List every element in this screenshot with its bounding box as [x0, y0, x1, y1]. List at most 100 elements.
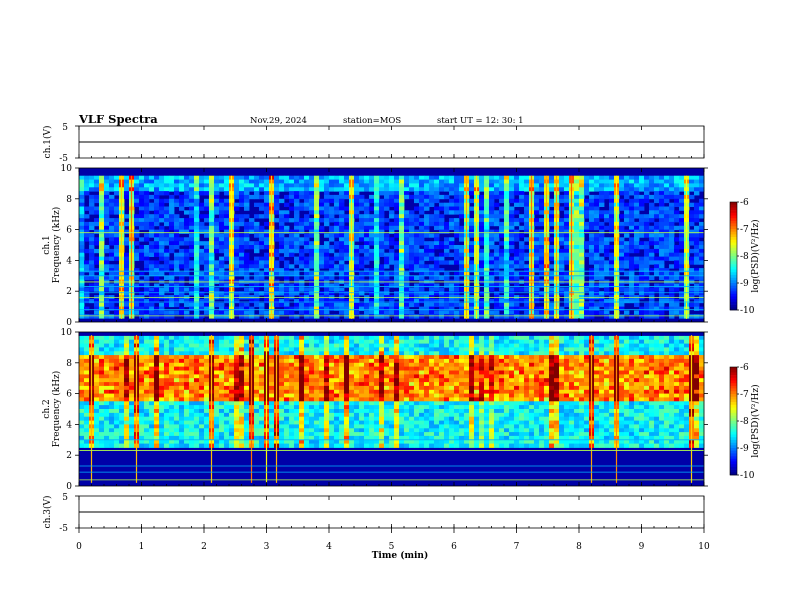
- spec-cell: [694, 218, 700, 223]
- spec-cell: [114, 256, 120, 261]
- spec-cell: [664, 252, 670, 257]
- spec-cell: [159, 362, 165, 368]
- spec-cell: [229, 355, 235, 360]
- spec-cell: [189, 264, 195, 269]
- spec-cell: [174, 202, 180, 207]
- spec-cell: [669, 237, 675, 242]
- spec-cell: [159, 268, 165, 273]
- spec-cell: [559, 268, 565, 273]
- spec-cell: [499, 221, 505, 227]
- spec-cell: [159, 229, 165, 234]
- spec-cell: [194, 275, 200, 281]
- spec-cell: [109, 183, 115, 188]
- spec-cell: [459, 210, 465, 215]
- spec-cell: [359, 218, 365, 223]
- spec-cell: [284, 245, 290, 250]
- spec-cell: [334, 225, 340, 231]
- spec-cell: [289, 194, 295, 200]
- spec-cell: [104, 424, 110, 429]
- spec-cell: [604, 183, 610, 188]
- spec-cell: [549, 183, 555, 188]
- spec-cell: [179, 260, 185, 265]
- spec-cell: [139, 432, 145, 437]
- spec-cell: [114, 183, 120, 188]
- spec-cell: [214, 362, 220, 368]
- spec-cell: [334, 302, 340, 308]
- spec-cell: [444, 314, 450, 319]
- spec-cell: [379, 237, 385, 242]
- spec-cell: [119, 378, 125, 383]
- spec-cell: [574, 179, 580, 184]
- spec-cell: [359, 206, 365, 211]
- spec-cell: [174, 389, 180, 395]
- spec-cell: [124, 237, 130, 242]
- spec-cell: [504, 183, 510, 188]
- spec-cell: [189, 260, 195, 265]
- spec-cell: [224, 385, 230, 391]
- spec-cell: [444, 248, 450, 254]
- spec-cell: [644, 268, 650, 273]
- spec-cell: [644, 194, 650, 200]
- spec-cell: [169, 175, 175, 180]
- spec-cell: [114, 382, 120, 387]
- spec-cell: [194, 175, 200, 180]
- spec-cell: [124, 393, 130, 398]
- spec-cell: [159, 370, 165, 375]
- spec-cell: [619, 260, 625, 265]
- spec-cell: [309, 210, 315, 215]
- spec-cell: [209, 214, 215, 219]
- spec-cell: [149, 233, 155, 238]
- spec-cell: [139, 401, 145, 406]
- spec-cell: [159, 225, 165, 231]
- spec-cell: [354, 206, 360, 211]
- spec-cell: [94, 306, 100, 311]
- spec-cell: [639, 183, 645, 188]
- spec-cell: [379, 271, 385, 277]
- spec-cell: [104, 314, 110, 319]
- spec-cell: [144, 314, 150, 319]
- spec-cell: [634, 183, 640, 188]
- spec-cell: [539, 268, 545, 273]
- spec-cell: [429, 179, 435, 184]
- spec-cell: [224, 439, 230, 445]
- spec-cell: [144, 214, 150, 219]
- spec-cell: [129, 370, 135, 375]
- spec-cell: [309, 245, 315, 250]
- spec-cell: [84, 260, 90, 265]
- spec-cell: [344, 214, 350, 219]
- spec-cell: [369, 175, 375, 180]
- spec-cell: [284, 229, 290, 234]
- spec-cell: [394, 302, 400, 308]
- spec-cell: [639, 206, 645, 211]
- spec-cell: [399, 275, 405, 281]
- spec-cell: [144, 378, 150, 383]
- spec-cell: [104, 378, 110, 383]
- spec-cell: [374, 225, 380, 231]
- spec-cell: [114, 366, 120, 371]
- spec-cell: [559, 183, 565, 188]
- spec-cell: [659, 206, 665, 211]
- spec-cell: [359, 233, 365, 238]
- spec-cell: [124, 424, 130, 429]
- spec-cell: [674, 218, 680, 223]
- spec-cell: [339, 179, 345, 184]
- spec-cell: [109, 237, 115, 242]
- spec-cell: [394, 194, 400, 200]
- spec-cell: [194, 409, 200, 414]
- spec-cell: [109, 393, 115, 398]
- spec-cell: [154, 306, 160, 311]
- spec-cell: [354, 275, 360, 281]
- spec-cell: [239, 443, 245, 448]
- spec-cell: [509, 248, 515, 254]
- spec-cell: [524, 179, 530, 184]
- spec-cell: [169, 275, 175, 281]
- spec-cell: [184, 343, 190, 348]
- spec-cell: [244, 314, 250, 319]
- spec-cell: [404, 283, 410, 288]
- station-text: station=MOS: [343, 116, 401, 126]
- spec-cell: [239, 302, 245, 308]
- spec-cell: [209, 314, 215, 319]
- spec-cell: [99, 283, 105, 288]
- spec-cell: [84, 237, 90, 242]
- spec-cell: [159, 443, 165, 448]
